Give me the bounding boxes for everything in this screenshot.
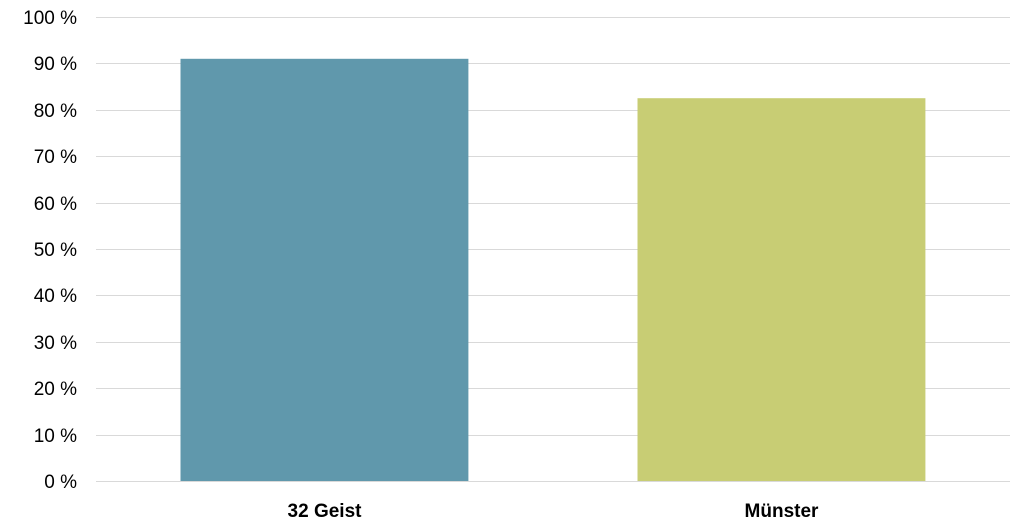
y-tick-label: 20 % <box>34 379 77 400</box>
y-tick-label: 10 % <box>34 426 77 447</box>
bars <box>180 58 926 482</box>
y-tick-label: 80 % <box>34 101 77 122</box>
x-category-label: Münster <box>745 501 820 522</box>
y-tick-label: 50 % <box>34 240 77 261</box>
y-tick-label: 30 % <box>34 333 77 354</box>
y-tick-label: 60 % <box>34 194 77 215</box>
y-tick-label: 70 % <box>34 147 77 168</box>
bar-1 <box>180 58 469 482</box>
y-tick-label: 40 % <box>34 286 77 307</box>
y-axis-tick-labels: 0 % 10 % 20 % 30 % 40 % 50 % 60 % 70 % 80 % 90 % 1… <box>23 8 77 493</box>
bar-2 <box>637 98 926 481</box>
y-tick-label: 0 % <box>44 472 77 493</box>
x-axis-category-labels: 32 Geist Münster <box>288 501 820 522</box>
x-category-label: 32 Geist <box>288 501 363 522</box>
y-tick-label: 90 % <box>34 54 77 75</box>
y-tick-label: 100 % <box>23 8 77 29</box>
